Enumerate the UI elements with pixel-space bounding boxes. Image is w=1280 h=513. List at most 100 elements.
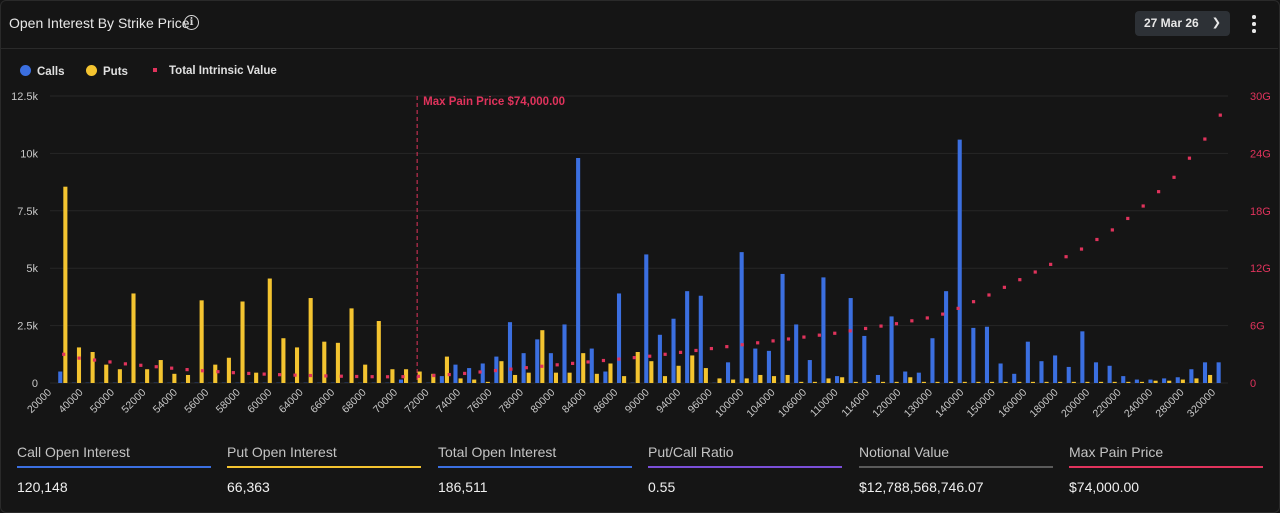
- call-bar: [1175, 377, 1180, 383]
- call-bar: [1148, 379, 1153, 383]
- put-bar: [608, 363, 613, 383]
- intrinsic-value-point: [293, 373, 297, 377]
- intrinsic-value-point: [1110, 228, 1114, 232]
- intrinsic-value-point: [1049, 262, 1053, 266]
- intrinsic-value-point: [540, 364, 544, 368]
- put-bar: [63, 186, 68, 383]
- put-bar: [649, 361, 654, 383]
- y2-axis-tick-label: 24G: [1250, 148, 1271, 160]
- calls-legend-dot-icon: [20, 65, 31, 76]
- call-bar: [562, 324, 567, 383]
- legend-item-calls[interactable]: Calls: [20, 65, 65, 78]
- stats-row: Call Open Interest 120,148 Put Open Inte…: [0, 444, 1280, 504]
- stat-max-pain-price: Max Pain Price $74,000.00: [1069, 444, 1263, 495]
- put-bar: [826, 378, 831, 383]
- call-bar: [1189, 369, 1194, 383]
- call-bar: [1080, 331, 1085, 383]
- call-bar: [521, 353, 526, 383]
- puts-legend-dot-icon: [86, 65, 97, 76]
- intrinsic-value-point: [1095, 237, 1099, 242]
- intrinsic-value-point: [339, 374, 343, 378]
- put-bar: [1085, 381, 1090, 383]
- stat-underline: [648, 466, 842, 468]
- stat-notional-value: Notional Value $12,788,568,746.07: [859, 444, 1053, 495]
- legend-item-puts[interactable]: Puts: [86, 65, 128, 78]
- intrinsic-value-point: [278, 373, 282, 377]
- intrinsic-value-point: [216, 370, 220, 374]
- stat-label: Notional Value: [859, 444, 950, 460]
- x-axis-tick-label: 240000: [1122, 387, 1155, 420]
- call-bar: [1025, 341, 1030, 383]
- put-bar: [771, 376, 777, 383]
- intrinsic-value-point: [756, 341, 760, 345]
- expiry-date-select[interactable]: 27 Mar 26 ❯: [1135, 11, 1230, 36]
- intrinsic-value-point: [1218, 113, 1222, 117]
- x-axis-tick-label: 76000: [465, 387, 494, 416]
- put-bar: [513, 374, 518, 383]
- put-bar: [962, 381, 967, 383]
- intrinsic-value-point: [971, 300, 976, 304]
- intrinsic-value-point: [493, 368, 498, 373]
- intrinsic-value-point: [416, 374, 420, 378]
- call-bar: [698, 295, 703, 383]
- x-axis-tick-label: 94000: [654, 387, 683, 416]
- put-bar: [363, 364, 368, 383]
- put-bar: [294, 347, 300, 383]
- call-bar: [507, 322, 513, 383]
- x-axis-tick-label: 104000: [744, 387, 777, 420]
- intrinsic-value-point: [571, 361, 575, 365]
- put-bar: [540, 330, 545, 383]
- call-bar: [780, 273, 785, 383]
- put-bar: [444, 356, 449, 383]
- put-bar: [1126, 381, 1131, 383]
- intrinsic-value-point: [370, 375, 374, 379]
- x-axis-tick-label: 90000: [623, 387, 652, 416]
- intrinsic-value-point: [555, 363, 559, 367]
- intrinsic-value-point: [1157, 190, 1161, 194]
- more-options-icon[interactable]: [1249, 13, 1259, 35]
- intrinsic-value-point: [1203, 137, 1207, 141]
- put-bar: [254, 372, 259, 383]
- intrinsic-value-point: [324, 374, 328, 378]
- put-bar: [949, 381, 954, 383]
- x-axis-tick-label: 80000: [528, 387, 557, 416]
- put-bar: [553, 372, 559, 383]
- put-bar: [281, 338, 286, 383]
- y-axis-tick-label: 2.5k: [17, 321, 38, 333]
- intrinsic-value-point: [663, 352, 667, 356]
- intrinsic-value-point: [848, 329, 852, 333]
- stat-label: Call Open Interest: [17, 444, 130, 460]
- y-axis-tick-label: 12.5k: [11, 91, 38, 103]
- put-bar: [690, 355, 695, 383]
- call-bar: [903, 371, 908, 383]
- x-axis-tick-label: 114000: [839, 387, 872, 420]
- call-bar: [930, 338, 935, 383]
- call-bar: [1202, 362, 1208, 383]
- intrinsic-value-point: [77, 356, 81, 360]
- intrinsic-value-point: [200, 369, 205, 373]
- x-axis-tick-label: 100000: [713, 387, 746, 420]
- intrinsic-value-point: [709, 346, 713, 351]
- y-axis-tick-label: 0: [32, 378, 38, 390]
- intrinsic-value-point: [1079, 247, 1084, 251]
- call-bar: [535, 339, 540, 383]
- call-bar: [1093, 362, 1099, 383]
- put-bar: [935, 381, 940, 383]
- put-bar: [1208, 374, 1213, 383]
- legend-item-intrinsic[interactable]: Total Intrinsic Value: [151, 65, 277, 77]
- intrinsic-value-point: [678, 350, 683, 354]
- info-icon[interactable]: i: [184, 15, 199, 30]
- intrinsic-legend-marker-icon: [153, 68, 157, 72]
- y2-axis-tick-label: 18G: [1250, 206, 1271, 218]
- call-bar: [467, 368, 472, 383]
- put-bar: [1167, 380, 1172, 383]
- panel-header: Open Interest By Strike Price i 27 Mar 2…: [0, 0, 1278, 49]
- intrinsic-value-point: [139, 363, 143, 367]
- call-bar: [685, 291, 690, 383]
- put-bar: [1044, 381, 1049, 383]
- call-bar: [453, 364, 458, 383]
- put-bar: [213, 364, 218, 383]
- put-bar: [431, 373, 436, 383]
- stat-value: 66,363: [227, 479, 270, 495]
- x-axis-tick-label: 86000: [591, 387, 620, 416]
